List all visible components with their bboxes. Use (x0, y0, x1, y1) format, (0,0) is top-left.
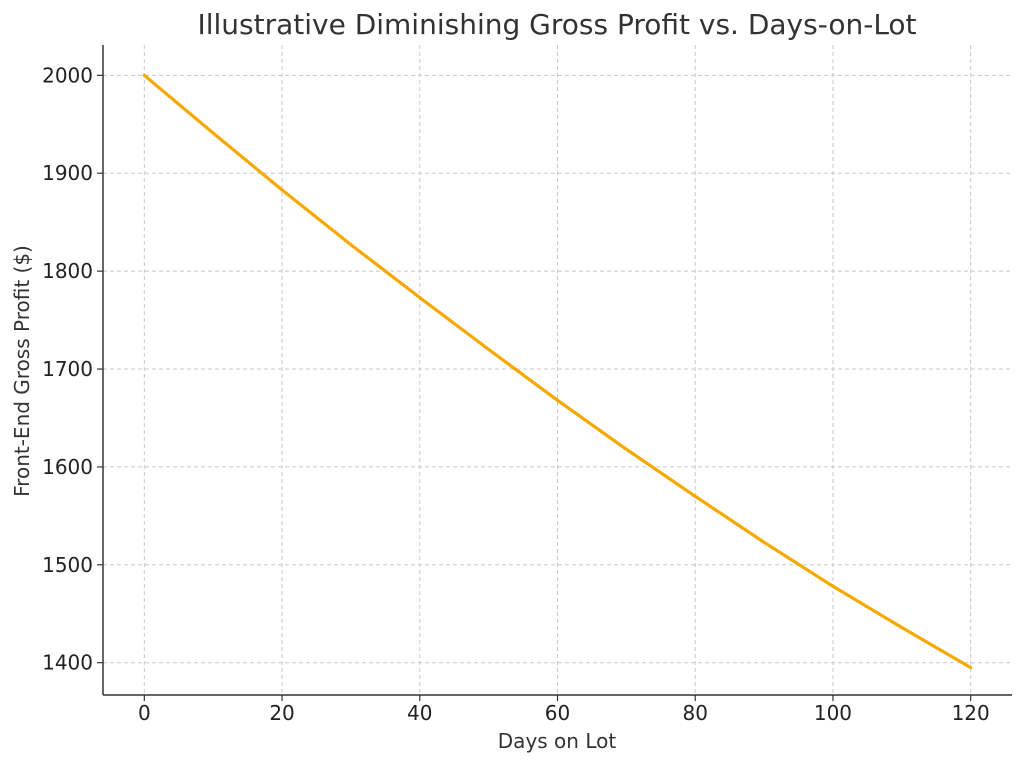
x-tick-label: 20 (269, 701, 294, 725)
x-tick-label: 0 (138, 701, 151, 725)
x-tick-label: 80 (683, 701, 708, 725)
y-tick-label: 1900 (42, 161, 93, 185)
chart-title: Illustrative Diminishing Gross Profit vs… (197, 8, 916, 41)
y-axis-label: Front-End Gross Profit ($) (10, 245, 34, 497)
x-tick-label: 100 (814, 701, 852, 725)
y-tick-label: 2000 (42, 63, 93, 87)
y-tick-label: 1700 (42, 357, 93, 381)
x-tick-label: 120 (952, 701, 990, 725)
series-line (142, 73, 973, 670)
y-tick-label: 1600 (42, 455, 93, 479)
series-layer (142, 73, 973, 670)
y-tick-label: 1500 (42, 553, 93, 577)
x-tick-label: 60 (545, 701, 570, 725)
grid (103, 45, 1012, 695)
x-axis-label: Days on Lot (498, 729, 617, 753)
y-tick-label: 1800 (42, 259, 93, 283)
x-tick-label: 40 (407, 701, 432, 725)
tick-marks: 0 20 40 60 80 100 120 1400 1500 1600 1700 1800 1900 2… (42, 63, 990, 725)
y-tick-label: 1400 (42, 651, 93, 675)
